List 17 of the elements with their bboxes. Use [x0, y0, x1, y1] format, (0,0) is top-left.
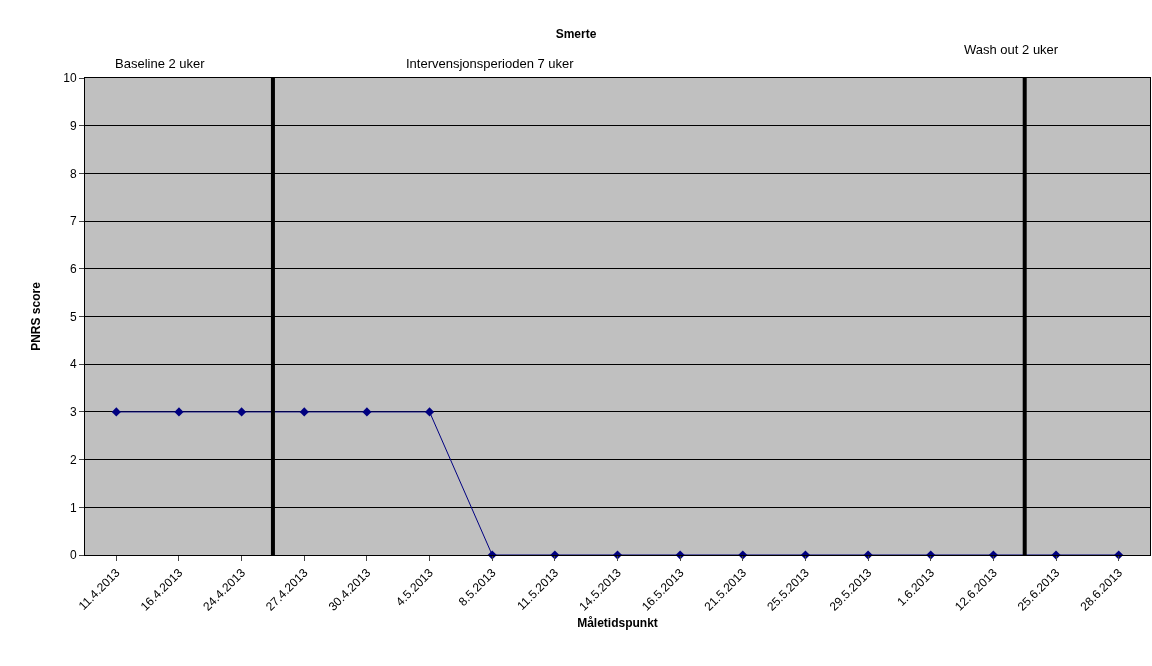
y-tick-label: 8: [69, 166, 77, 181]
y-tick-label: 6: [69, 262, 77, 276]
y-tick-label: 10: [63, 71, 77, 86]
chart-title: Smerte: [555, 27, 597, 42]
y-tick-label: 4: [69, 357, 77, 372]
text: Baseline 2 uker: [115, 56, 206, 71]
text: Intervensjonsperioden 7 uker: [406, 56, 575, 71]
y-tick-label: 2: [69, 452, 77, 467]
y-tick-label: 3: [69, 405, 77, 420]
y-tick-label: 0: [69, 548, 77, 563]
text: Wash out 2 uker: [964, 42, 1059, 57]
y-tick-label: 9: [69, 118, 77, 133]
x-axis-title: Måletidspunkt: [577, 615, 658, 630]
y-tick-label: 1: [69, 500, 77, 515]
y-tick-label: 7: [69, 214, 77, 229]
y-axis-title: PNRS score: [28, 281, 43, 351]
y-tick-label: 5: [69, 309, 77, 324]
